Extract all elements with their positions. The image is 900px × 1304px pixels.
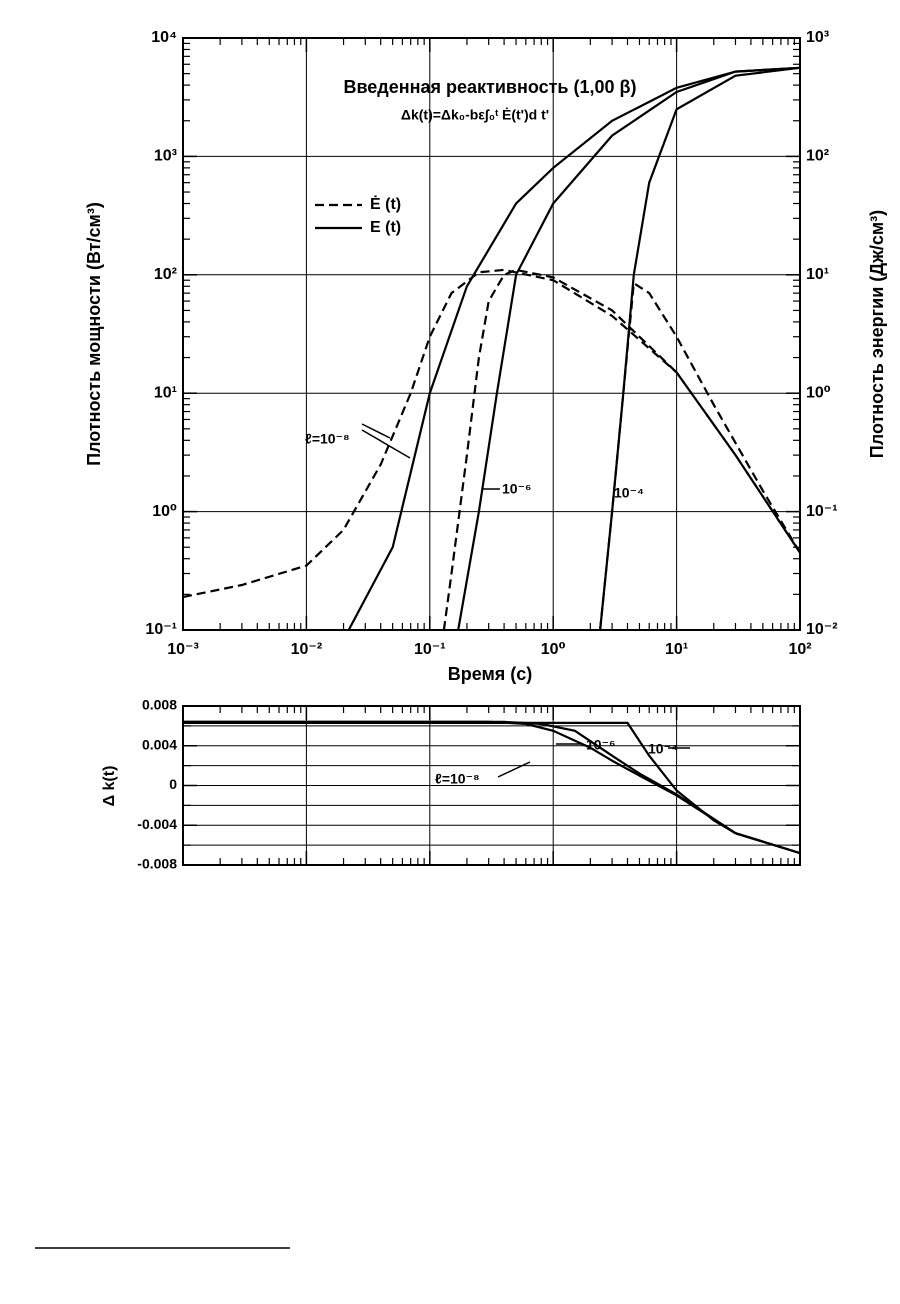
line — [457, 66, 800, 630]
legend-label: Ė (t) — [370, 195, 401, 213]
line — [347, 66, 800, 630]
line — [183, 720, 800, 855]
y-tick-label: 10⁴ — [151, 29, 177, 46]
line — [183, 720, 800, 855]
series-group — [183, 66, 800, 630]
annotation: 10⁻⁴ — [614, 485, 644, 501]
y-tick-label: -0.008 — [137, 856, 177, 872]
y-tick-label: 10¹ — [154, 384, 177, 401]
y-tick-label: 10² — [154, 266, 177, 283]
line — [183, 721, 800, 855]
annotation-arrows — [361, 423, 690, 778]
y2-tick-label: 10⁰ — [806, 384, 831, 401]
line — [599, 66, 800, 630]
legend-label: E (t) — [370, 219, 401, 236]
dashed-line — [599, 281, 800, 630]
y-tick-label: 10³ — [154, 148, 177, 165]
y-axis-label: Δ k(t) — [101, 766, 118, 807]
y-tick-label: -0.004 — [137, 816, 177, 832]
annotation: ℓ=10⁻⁸ — [435, 771, 480, 787]
y-tick-label: 10⁻¹ — [145, 621, 177, 638]
annotation: 10⁻⁶ — [502, 481, 531, 497]
dashed-line — [183, 268, 800, 599]
y2-tick-label: 10⁻² — [806, 621, 838, 638]
y-tick-label: 0 — [169, 776, 177, 792]
y-axis-label: Плотность мощности (Вт/см³) — [84, 202, 104, 466]
y2-tick-label: 10¹ — [806, 266, 829, 283]
plot-frame — [182, 37, 801, 631]
x-tick-label: 10² — [788, 641, 811, 658]
x-tick-label: 10¹ — [665, 641, 688, 658]
series-group — [183, 720, 800, 855]
x-tick-label: 10⁻³ — [167, 641, 199, 658]
y-tick-label: 0.008 — [142, 697, 177, 713]
y2-tick-label: 10⁻¹ — [806, 503, 838, 520]
y2-axis-label: Плотность энергии (Дж/см³) — [867, 210, 887, 458]
x-tick-label: 10⁰ — [541, 641, 566, 658]
dashed-line — [442, 268, 800, 630]
y-tick-label: 0.004 — [142, 736, 177, 752]
x-axis-label: Время (с) — [448, 664, 533, 684]
x-tick-label: 10⁻² — [291, 641, 323, 658]
y2-tick-label: 10² — [806, 148, 829, 165]
annotation: 10⁻⁴ — [648, 741, 678, 757]
chart-title: Введенная реактивность (1,00 β) — [343, 77, 636, 97]
formula: Δk(t)=Δk₀-bε∫₀ᵗ Ė(t')d t' — [401, 107, 549, 124]
y2-tick-label: 10³ — [806, 29, 829, 46]
annotation: 10⁻⁶ — [586, 737, 615, 753]
annotation: ℓ=10⁻⁸ — [305, 431, 350, 447]
y-tick-label: 10⁰ — [152, 503, 177, 520]
x-tick-label: 10⁻¹ — [414, 641, 446, 658]
